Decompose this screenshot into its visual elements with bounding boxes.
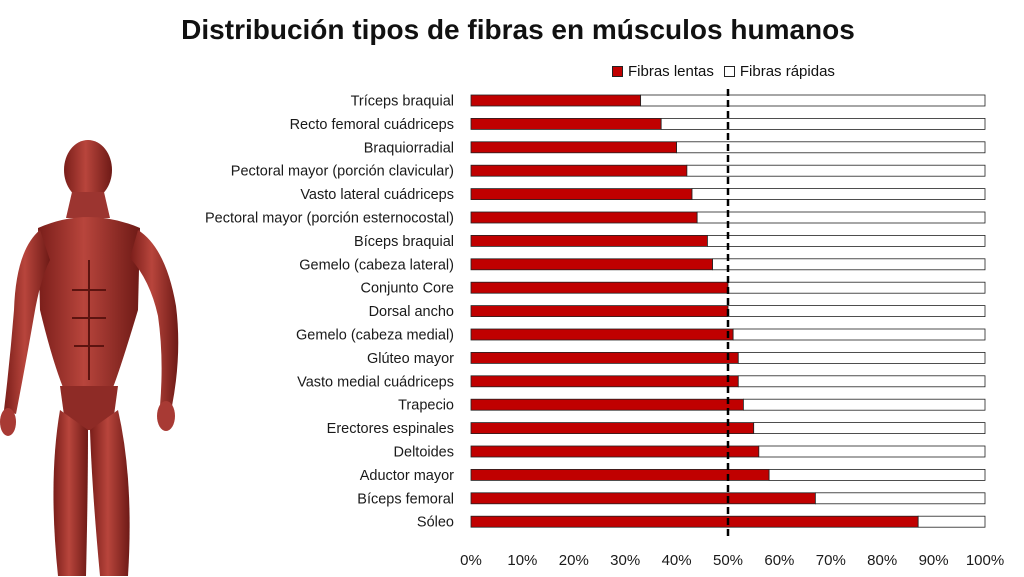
legend-item-slow: Fibras lentas	[612, 63, 714, 80]
x-tick-label: 80%	[867, 552, 897, 569]
bar-fast-fibers	[660, 118, 986, 130]
bar-slow-fibers	[470, 398, 744, 411]
bar-slow-fibers	[470, 94, 642, 107]
bar-slow-fibers	[470, 234, 708, 247]
category-label: Conjunto Core	[361, 281, 455, 297]
category-label: Glúteo mayor	[367, 351, 454, 367]
bar-fast-fibers	[686, 164, 986, 177]
bar-slow-fibers	[470, 188, 693, 201]
bar-fast-fibers	[696, 211, 986, 224]
category-label: Deltoides	[394, 445, 454, 461]
bar-fast-fibers	[737, 375, 986, 388]
bar-slow-fibers	[470, 211, 698, 224]
bar-slow-fibers	[470, 468, 770, 481]
bar-fast-fibers	[707, 234, 986, 247]
muscle-anatomy-figure-icon	[0, 140, 179, 576]
category-label: Sóleo	[417, 515, 454, 531]
bar-slow-fibers	[470, 375, 739, 388]
x-tick-label: 70%	[816, 552, 846, 569]
bar-slow-fibers	[470, 328, 734, 341]
bar-fast-fibers	[753, 422, 986, 435]
x-tick-label: 40%	[662, 552, 692, 569]
bar-slow-fibers	[470, 515, 919, 528]
category-label: Tríceps braquial	[351, 94, 454, 110]
category-label: Pectoral mayor (porción clavicular)	[231, 164, 454, 180]
category-label: Pectoral mayor (porción esternocostal)	[205, 211, 454, 227]
x-tick-label: 30%	[610, 552, 640, 569]
bar-fast-fibers	[814, 492, 986, 505]
category-label: Gemelo (cabeza lateral)	[299, 257, 454, 273]
legend-label-fast: Fibras rápidas	[739, 62, 835, 80]
x-tick-label: 0%	[460, 552, 482, 569]
legend: Fibras lentas Fibras rápidas	[612, 61, 845, 81]
category-label: Vasto medial cuádriceps	[297, 374, 454, 390]
bar-fast-fibers	[727, 281, 986, 294]
category-label: Vasto lateral cuádriceps	[300, 187, 454, 203]
bar-fast-fibers	[691, 188, 986, 201]
bar-fast-fibers	[727, 305, 986, 318]
bar-fast-fibers	[737, 351, 986, 364]
category-label: Erectores espinales	[327, 421, 454, 437]
chart-title: Distribución tipos de fibras en músculos…	[181, 14, 855, 45]
category-label: Bíceps braquial	[354, 234, 454, 250]
bar-slow-fibers	[470, 305, 729, 318]
category-label: Trapecio	[398, 398, 454, 414]
category-label: Braquiorradial	[364, 140, 454, 156]
bar-slow-fibers	[470, 164, 688, 177]
bar-fast-fibers	[712, 258, 986, 271]
bar-slow-fibers	[470, 492, 816, 505]
bar-slow-fibers	[470, 141, 678, 154]
bar-slow-fibers	[470, 281, 729, 294]
x-tick-label: 20%	[559, 552, 589, 569]
bar-fast-fibers	[768, 468, 986, 481]
bar-fast-fibers	[743, 398, 986, 411]
bar-fast-fibers	[732, 328, 986, 341]
legend-swatch-fast	[723, 65, 735, 77]
bar-slow-fibers	[470, 351, 739, 364]
legend-label-slow: Fibras lentas	[628, 62, 714, 80]
bar-slow-fibers	[470, 445, 760, 458]
x-tick-label: 90%	[919, 552, 949, 569]
x-tick-label: 60%	[764, 552, 794, 569]
bar-fast-fibers	[917, 515, 986, 528]
category-label: Gemelo (cabeza medial)	[296, 328, 454, 344]
bar-slow-fibers	[470, 422, 755, 435]
bar-fast-fibers	[640, 94, 986, 107]
category-label: Bíceps femoral	[357, 491, 454, 507]
bar-slow-fibers	[470, 118, 662, 130]
category-label: Dorsal ancho	[369, 304, 454, 320]
category-label: Aductor mayor	[360, 468, 454, 484]
x-tick-label: 10%	[507, 552, 537, 569]
legend-item-fast: Fibras rápidas	[723, 62, 835, 80]
legend-swatch-slow	[612, 65, 623, 77]
category-label: Recto femoral cuádriceps	[290, 117, 454, 133]
x-tick-label: 50%	[713, 552, 743, 569]
x-tick-label: 100%	[966, 552, 1004, 569]
bar-slow-fibers	[470, 258, 713, 271]
bar-fast-fibers	[676, 141, 986, 154]
bar-fast-fibers	[758, 445, 986, 458]
